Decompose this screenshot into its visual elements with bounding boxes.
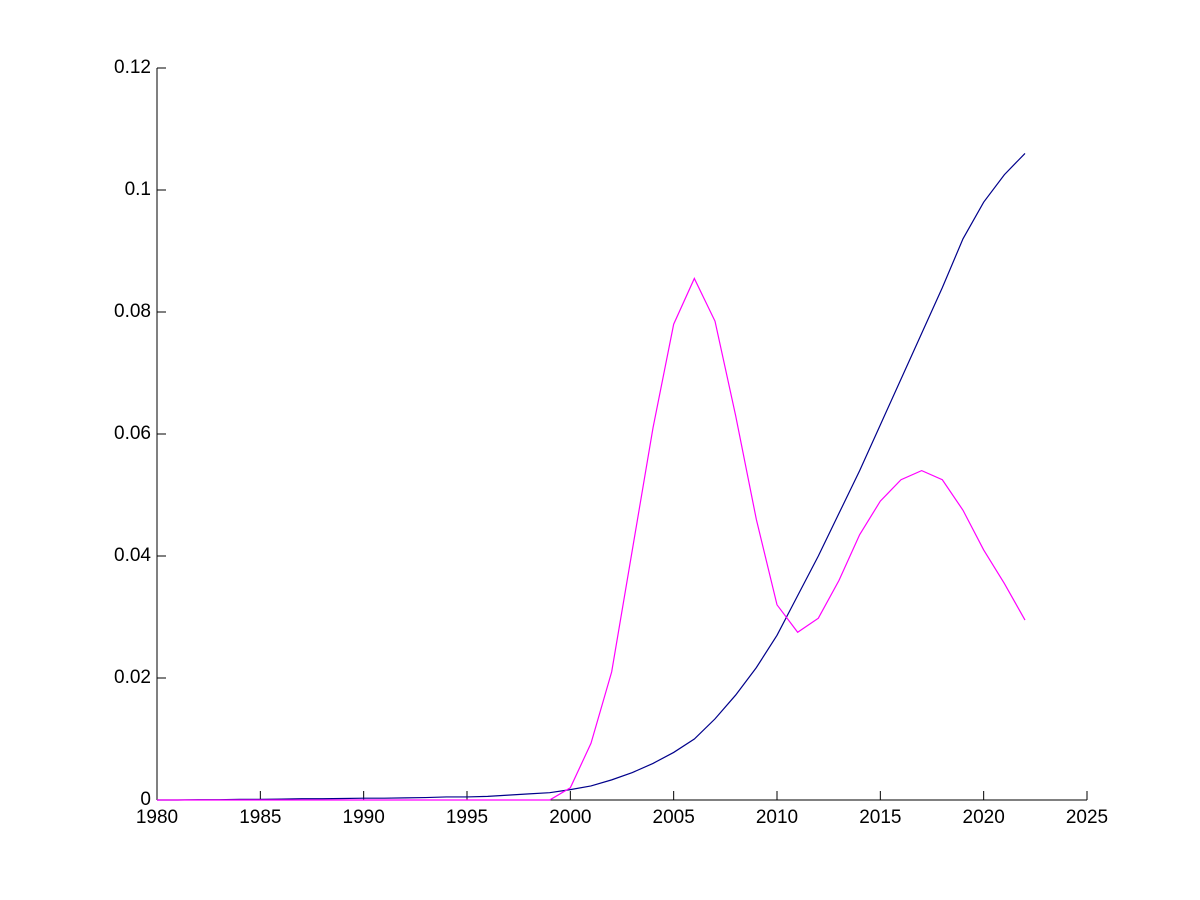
x-tick-label: 2005 [653,807,695,828]
x-tick-label: 2010 [756,807,798,828]
y-tick-label: 0.1 [125,179,151,200]
y-tick-label: 0.04 [114,545,151,566]
y-tick-label: 0 [140,789,151,810]
y-tick-label: 0.08 [114,301,151,322]
x-tick-label: 1980 [136,807,178,828]
y-tick-label: 0.12 [114,57,151,78]
x-tick-label: 2015 [859,807,901,828]
series-line [157,277,1026,801]
x-tick-label: 2025 [1066,807,1108,828]
y-tick-label: 0.02 [114,667,151,688]
series-line [157,152,1026,801]
x-tick-label: 1995 [446,807,488,828]
x-tick-label: 1990 [343,807,385,828]
x-tick-label: 1985 [239,807,281,828]
x-tick-label: 2000 [549,807,591,828]
y-tick-label: 0.06 [114,423,151,444]
x-tick-label: 2020 [963,807,1005,828]
